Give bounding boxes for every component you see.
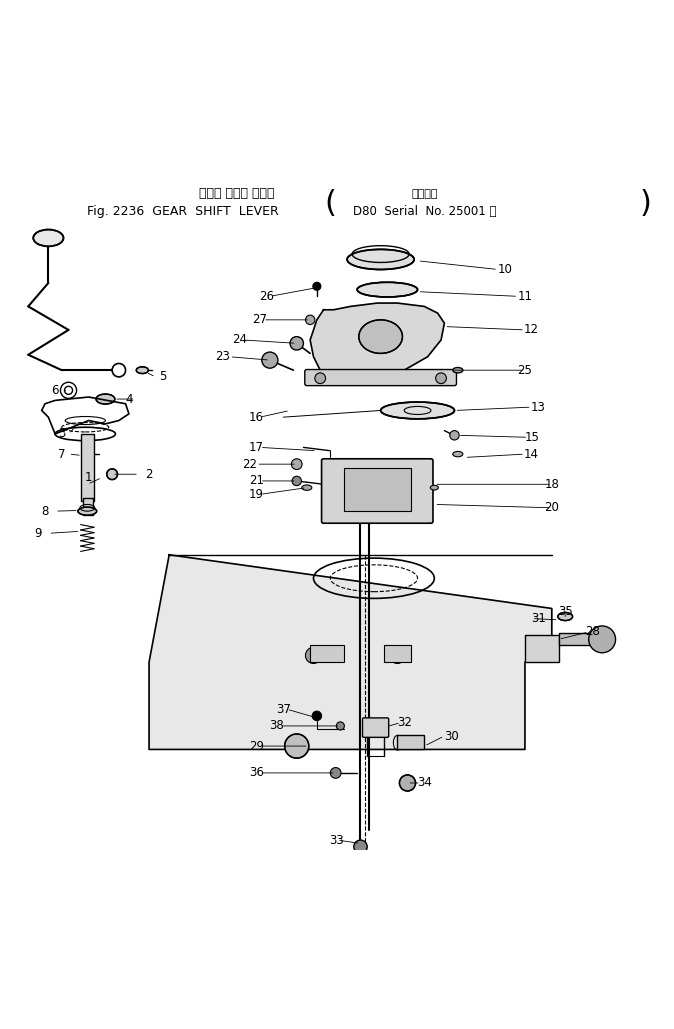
Ellipse shape [430,486,438,490]
Text: 適用号機: 適用号機 [411,188,437,199]
Circle shape [330,768,341,778]
Polygon shape [149,555,552,749]
Circle shape [106,469,117,480]
Text: 3: 3 [58,427,65,440]
Bar [310,645,344,663]
Bar [384,645,411,663]
Text: 29: 29 [249,740,264,752]
Text: 6: 6 [51,384,59,397]
Circle shape [435,372,446,384]
Circle shape [354,840,367,853]
Text: 26: 26 [259,290,274,303]
Text: 15: 15 [524,431,539,443]
Circle shape [588,626,615,652]
Circle shape [262,352,278,368]
Bar [83,498,93,514]
Ellipse shape [357,282,418,297]
Text: 4: 4 [125,392,133,405]
Ellipse shape [136,366,148,374]
Circle shape [291,459,302,469]
Text: 28: 28 [584,626,599,638]
Text: 23: 23 [216,350,231,363]
Text: 24: 24 [232,333,247,347]
Text: 31: 31 [531,612,546,625]
Text: 21: 21 [249,474,264,488]
Ellipse shape [78,507,96,516]
Text: 8: 8 [41,504,49,518]
Text: 1: 1 [85,471,92,484]
Text: 13: 13 [531,400,546,414]
Text: 27: 27 [252,314,268,326]
Text: 37: 37 [276,703,290,715]
Text: 22: 22 [242,458,257,470]
Text: Fig. 2236  GEAR  SHIFT  LEVER: Fig. 2236 GEAR SHIFT LEVER [87,205,278,217]
Text: 14: 14 [524,448,539,461]
Circle shape [313,282,321,290]
Text: 36: 36 [249,767,264,779]
Text: D80  Serial  No. 25001 ～: D80 Serial No. 25001 ～ [353,205,496,217]
Circle shape [450,430,459,440]
Bar [344,467,411,511]
Ellipse shape [453,367,463,372]
Bar [81,434,94,501]
Ellipse shape [33,229,63,246]
Text: 34: 34 [417,777,431,789]
Text: 12: 12 [524,323,539,336]
Text: ギヤー シフト レバー: ギヤー シフト レバー [199,187,274,201]
Text: 32: 32 [397,716,412,730]
FancyBboxPatch shape [305,369,456,386]
Ellipse shape [359,320,402,353]
Circle shape [336,722,344,730]
Text: 5: 5 [159,370,166,384]
Circle shape [390,647,406,664]
Circle shape [359,478,383,503]
Ellipse shape [381,402,454,419]
Circle shape [284,734,309,758]
Ellipse shape [347,249,415,270]
Text: 33: 33 [330,833,344,847]
Text: 2: 2 [146,468,153,481]
FancyBboxPatch shape [321,459,433,523]
Text: 18: 18 [545,477,559,491]
Ellipse shape [302,485,312,491]
Circle shape [400,775,416,791]
Ellipse shape [96,394,115,404]
FancyBboxPatch shape [363,718,389,738]
Text: 35: 35 [558,605,573,618]
Circle shape [315,372,326,384]
Circle shape [305,315,315,324]
Text: 19: 19 [249,488,264,501]
Text: 10: 10 [497,263,512,276]
Text: 25: 25 [518,363,532,377]
Text: 20: 20 [545,501,559,514]
Text: 17: 17 [249,440,264,454]
Circle shape [292,476,301,486]
Bar [398,735,424,749]
Text: (: ( [324,189,336,218]
Text: 9: 9 [34,527,42,540]
Text: ): ) [640,189,652,218]
Bar [525,635,559,663]
Text: 30: 30 [443,730,458,743]
Text: 11: 11 [518,290,532,303]
Circle shape [305,647,321,664]
Circle shape [312,711,321,720]
Ellipse shape [453,452,463,457]
Circle shape [290,336,303,350]
Bar [559,633,602,645]
Ellipse shape [558,612,573,620]
Text: 7: 7 [58,448,65,461]
Polygon shape [310,304,444,377]
Text: 38: 38 [269,719,284,733]
Text: 16: 16 [249,411,264,424]
